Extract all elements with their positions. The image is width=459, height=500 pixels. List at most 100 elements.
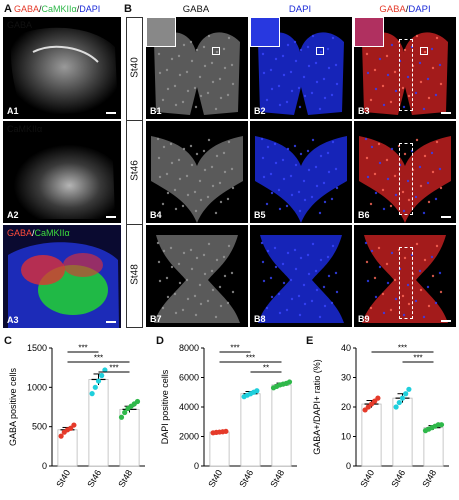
stage-divider xyxy=(126,224,143,225)
significance-label: ** xyxy=(263,364,269,373)
a1-channel-label: GABA xyxy=(7,20,33,30)
a2-channel-label: CaMKIIα xyxy=(7,124,43,134)
header-gaba: GABA xyxy=(14,4,40,14)
roi-dashed-box xyxy=(399,143,413,215)
a3-channel-sep: / xyxy=(32,228,35,238)
scale-bar xyxy=(106,321,116,323)
roi-dashed-box xyxy=(399,39,413,111)
inset-source-box xyxy=(316,47,324,55)
a3-channel-label: GABA/CaMKIIα xyxy=(7,228,70,238)
micrograph-b2: B2 xyxy=(250,17,352,119)
micrograph-label-b6: B6 xyxy=(358,210,370,220)
data-point xyxy=(403,391,409,397)
bar xyxy=(423,427,444,467)
micrograph-b9-image xyxy=(362,235,448,323)
data-point xyxy=(254,388,260,394)
micrograph-a1-image xyxy=(11,27,119,116)
micrograph-label-b1: B1 xyxy=(150,106,162,116)
y-tick-label: 10 xyxy=(341,432,351,442)
x-tick-label: St46 xyxy=(85,468,103,489)
micrograph-label-b8: B8 xyxy=(254,314,266,324)
x-tick-label: St48 xyxy=(116,468,134,489)
micrograph-b5-image xyxy=(255,136,347,223)
x-tick-label: St40 xyxy=(54,468,72,489)
stage-label-st40: St40 xyxy=(129,57,141,78)
data-point xyxy=(406,386,412,392)
a2-label: A2 xyxy=(7,210,19,220)
bar xyxy=(271,384,292,467)
b-col-header-dapi: DAPI xyxy=(288,4,312,15)
panel-letter-b: B xyxy=(124,3,132,15)
data-point xyxy=(393,404,399,410)
y-axis-label: GABA positive cells xyxy=(8,367,18,446)
micrograph-b8: B8 xyxy=(250,225,352,327)
data-point xyxy=(92,384,98,390)
panel-letter-d: D xyxy=(156,335,164,347)
y-tick-label: 0 xyxy=(346,461,351,471)
bar xyxy=(361,403,382,467)
micrograph-b7-image xyxy=(154,235,240,323)
data-point xyxy=(286,379,293,385)
data-point xyxy=(134,398,141,405)
x-tick-label: St40 xyxy=(206,468,224,489)
header-sep: / xyxy=(39,4,42,14)
x-tick-label: St48 xyxy=(268,468,286,489)
b-col-header-merge: GABA/DAPI xyxy=(354,4,456,15)
stage-label-st48: St48 xyxy=(129,264,141,285)
data-point xyxy=(89,391,95,397)
data-point xyxy=(99,372,105,379)
inset-zoom xyxy=(146,17,176,47)
micrograph-label-b3: B3 xyxy=(358,106,370,116)
significance-label: *** xyxy=(109,364,118,373)
micrograph-b1: B1 xyxy=(146,17,248,119)
significance-label: *** xyxy=(246,354,255,363)
roi-dashed-box xyxy=(399,247,413,319)
x-tick-label: St46 xyxy=(389,468,407,489)
micrograph-b7: B7 xyxy=(146,225,248,327)
y-tick-label: 40 xyxy=(341,343,351,353)
panel-letter-c: C xyxy=(4,335,12,347)
data-point xyxy=(223,428,229,434)
scale-bar xyxy=(106,216,116,218)
data-point xyxy=(375,395,381,401)
chart-gaba-dapi-ratio: 0 10 20 30 40 GABA+/DAPI+ ratio (%) St40 St46 St… xyxy=(312,343,449,489)
data-point xyxy=(58,433,64,439)
header-camk: CaMKIIα xyxy=(41,4,77,14)
data-point xyxy=(71,422,77,428)
y-tick-label: 4000 xyxy=(179,402,199,412)
chart-gaba-positive-cells: 0 500 1000 1500 GABA positive cells St40 St46 S… xyxy=(8,343,145,489)
micrograph-b8-image xyxy=(258,235,344,323)
inset-source-box xyxy=(212,47,220,55)
b-header-merge-dapi: DAPI xyxy=(408,4,431,15)
micrograph-b3-image xyxy=(362,32,448,115)
y-tick-label: 0 xyxy=(194,461,199,471)
x-tick-label: St40 xyxy=(358,468,376,489)
data-point xyxy=(438,422,445,428)
micrograph-label-b2: B2 xyxy=(254,106,266,116)
micrograph-a3-image xyxy=(3,225,121,328)
a1-label: A1 xyxy=(7,106,19,116)
inset-source-box xyxy=(420,47,428,55)
micrograph-a1: GABA A1 xyxy=(3,17,121,119)
micrograph-label-b9: B9 xyxy=(358,314,370,324)
micrograph-b3: B3 xyxy=(354,17,456,119)
b-header-merge-gaba: GABA xyxy=(379,4,406,15)
y-axis-label: DAPI positive cells xyxy=(160,369,170,444)
scale-bar xyxy=(441,320,451,322)
y-tick-label: 8000 xyxy=(179,343,199,353)
y-tick-label: 6000 xyxy=(179,373,199,383)
y-tick-label: 1000 xyxy=(27,382,47,392)
scale-bar xyxy=(441,112,451,114)
micrograph-label-b7: B7 xyxy=(150,314,162,324)
micrograph-a2-image xyxy=(13,144,115,219)
y-axis-label: GABA+/DAPI+ ratio (%) xyxy=(312,359,322,455)
data-point xyxy=(122,409,128,416)
bar xyxy=(209,431,230,467)
data-point xyxy=(95,378,102,384)
header-sep: / xyxy=(76,4,80,14)
data-point xyxy=(68,425,74,431)
y-tick-label: 0 xyxy=(42,461,47,471)
b-col-header-gaba: GABA xyxy=(182,4,210,15)
significance-label: *** xyxy=(78,344,87,353)
y-tick-label: 30 xyxy=(341,373,351,383)
